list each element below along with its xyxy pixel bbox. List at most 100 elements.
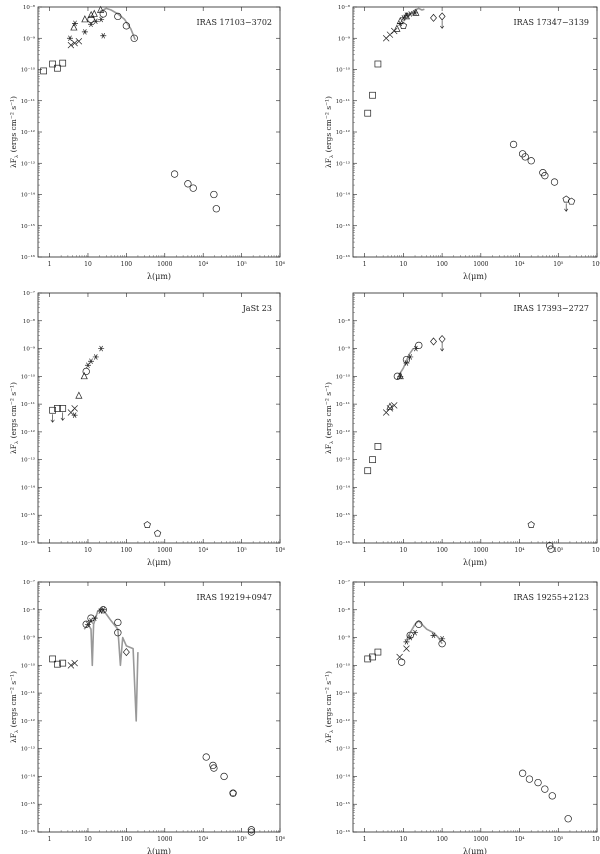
y-tick-label: 10⁻⁹: [338, 346, 351, 353]
sed-panel: 1 10 100 1000 10⁴ 10⁵ 10⁶ 10⁻⁷ 10⁻⁸ 10⁻⁹ 10⁻¹⁰ 10⁻¹…: [324, 579, 600, 854]
data-point-cross: [71, 659, 78, 667]
x-tick-label: 1000: [473, 547, 488, 554]
y-tick-label: 10⁻¹⁴: [21, 192, 36, 199]
data-point-circle: [548, 792, 556, 800]
y-tick-label: 10⁻¹⁶: [21, 829, 36, 836]
data-point-pentagon: [527, 521, 535, 528]
data-point-pentagon: [229, 789, 237, 797]
y-tick-label: 10⁻¹³: [336, 160, 350, 167]
y-tick-label: 10⁻¹⁵: [21, 512, 35, 519]
y-axis-label: λFλ (ergs cm⁻² s⁻¹): [9, 671, 20, 743]
data-point-triangle: [70, 23, 78, 31]
data-point-diamond: [122, 648, 130, 657]
y-tick-label: 10⁻¹⁶: [336, 540, 351, 547]
y-tick-label: 10⁻⁸: [23, 4, 36, 11]
x-tick-label: 10: [400, 547, 408, 554]
x-tick-label: 1: [363, 261, 367, 268]
data-point-triangle: [90, 9, 98, 17]
y-tick-label: 10⁻¹⁰: [336, 67, 351, 74]
x-tick-label: 10⁴: [515, 547, 526, 554]
x-axis-label: λ(μm): [463, 272, 487, 281]
x-tick-label: 1000: [157, 261, 172, 268]
data-point-asterisk: [81, 29, 88, 35]
data-point-square: [49, 406, 56, 414]
data-point-asterisk: [71, 412, 78, 418]
y-tick-label: 10⁻¹²: [336, 718, 350, 725]
spectrum-trace: [83, 607, 139, 722]
data-point-cross: [71, 405, 78, 412]
x-tick-label: 10⁵: [237, 836, 248, 843]
y-tick-label: 10⁻⁹: [23, 635, 36, 642]
data-point-cross: [75, 38, 83, 45]
data-point-square: [49, 60, 56, 68]
y-tick-label: 10⁻¹¹: [336, 401, 350, 408]
x-tick-label: 100: [436, 547, 448, 554]
x-tick-label: 10: [400, 836, 408, 843]
sed-panel: 1 10 100 1000 10⁴ 10⁵ 10⁶ 10⁻⁸ 10⁻⁹ 10⁻¹⁰ 10⁻¹¹ 10⁻…: [9, 4, 286, 281]
y-tick-label: 10⁻¹¹: [21, 401, 35, 408]
y-tick-label: 10⁻¹¹: [336, 98, 350, 105]
data-point-asterisk: [407, 634, 414, 641]
x-tick-label: 100: [121, 261, 133, 268]
x-tick-label: 100: [436, 836, 448, 843]
plot-frame: [37, 292, 281, 544]
data-point-circle: [87, 614, 95, 622]
data-point-circle: [130, 34, 138, 42]
data-point-cross: [386, 405, 394, 412]
data-point-triangle: [81, 15, 89, 23]
y-tick-label: 10⁻¹⁴: [21, 484, 36, 491]
data-point-square: [59, 405, 67, 412]
data-point-circle: [210, 764, 218, 772]
data-point-circle: [534, 778, 542, 787]
panel-title: IRAS 19219+0947: [197, 593, 273, 602]
x-tick-label: 10⁴: [515, 836, 526, 843]
y-tick-label: 10⁻⁹: [338, 635, 351, 642]
y-tick-label: 10⁻¹⁶: [21, 254, 36, 261]
data-point-square: [364, 467, 372, 475]
data-point-circle: [184, 180, 192, 188]
data-point-circle: [393, 372, 402, 380]
data-point-circle: [114, 12, 122, 21]
data-point-square: [369, 653, 376, 661]
x-axis-label: λ(μm): [147, 847, 171, 854]
data-point-circle: [415, 620, 423, 628]
y-tick-label: 10⁻¹²: [21, 718, 35, 725]
x-tick-label: 10⁴: [198, 261, 209, 268]
x-tick-label: 1000: [473, 836, 488, 843]
y-axis-label: λFλ (ergs cm⁻² s⁻¹): [9, 96, 20, 168]
data-point-square: [40, 67, 47, 75]
sed-panel: 1 10 100 1000 10⁴ 10⁵ 10⁶ 10⁻⁷ 10⁻⁸ 10⁻⁹ 10⁻¹⁰ 10⁻¹…: [9, 579, 286, 854]
x-tick-label: 1000: [473, 261, 488, 268]
data-point-triangle: [75, 391, 83, 399]
y-tick-label: 10⁻¹³: [21, 457, 35, 464]
data-point-triangle: [396, 372, 404, 380]
y-tick-label: 10⁻¹⁰: [21, 662, 36, 669]
spectrum-trace: [99, 7, 136, 40]
data-point-asterisk: [92, 354, 99, 360]
y-tick-label: 10⁻¹⁵: [336, 223, 350, 230]
data-point-circle: [220, 772, 228, 781]
data-point-asterisk: [84, 362, 91, 369]
data-point-circle: [114, 618, 122, 627]
x-tick-label: 10⁶: [275, 836, 286, 843]
y-tick-label: 10⁻⁷: [23, 290, 36, 297]
x-tick-label: 10⁶: [275, 261, 286, 268]
y-tick-label: 10⁻¹⁴: [336, 484, 351, 491]
data-point-square: [54, 660, 61, 668]
data-point-asterisk: [400, 15, 407, 21]
y-tick-label: 10⁻¹³: [336, 457, 350, 464]
data-point-square: [374, 60, 382, 68]
y-axis-label: λFλ (ergs cm⁻² s⁻¹): [324, 671, 335, 743]
plot-frame: [352, 292, 598, 544]
y-axis-label: λFλ (ergs cm⁻² s⁻¹): [324, 382, 335, 454]
data-point-circle: [247, 826, 256, 834]
y-tick-label: 10⁻¹²: [336, 429, 350, 436]
x-axis-label: λ(μm): [463, 847, 487, 854]
panel-title: IRAS 17393−2727: [514, 304, 590, 313]
data-point-circle: [212, 205, 220, 213]
data-point-square: [364, 109, 372, 117]
x-tick-label: 1000: [157, 836, 172, 843]
data-point-circle: [518, 769, 527, 777]
data-point-circle: [82, 620, 90, 628]
data-point-circle: [527, 157, 535, 165]
